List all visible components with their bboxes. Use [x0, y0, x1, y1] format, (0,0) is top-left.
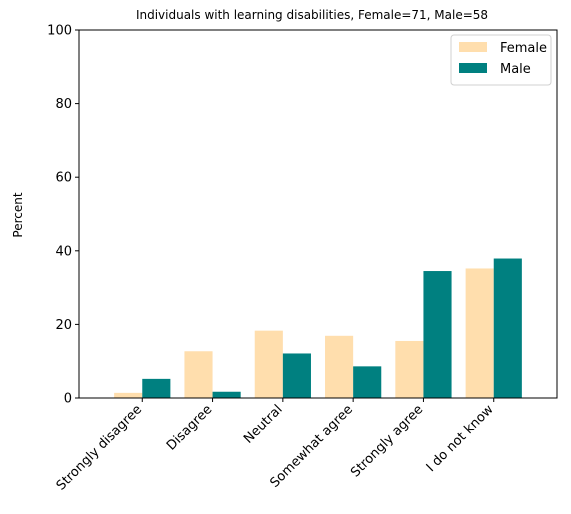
legend-swatch-male — [459, 63, 487, 73]
bar-male-3 — [353, 366, 382, 398]
bar-female-5 — [465, 268, 494, 398]
bar-female-2 — [254, 330, 283, 398]
bar-female-3 — [325, 335, 354, 398]
y-tick-label-5: 100 — [47, 24, 72, 39]
y-tick-label-3: 60 — [55, 171, 72, 186]
chart-title: Individuals with learning disabilities, … — [136, 8, 488, 22]
axes-group: 0 20 40 60 80 100 Strongly disagree Disagree Neu… — [47, 24, 558, 494]
legend-label-male: Male — [500, 62, 531, 77]
bar-male-0 — [142, 378, 171, 398]
x-tick-label-2: Neutral — [241, 402, 286, 447]
legend-swatch-female — [459, 42, 487, 52]
plot-frame — [78, 29, 558, 399]
y-tick-label-4: 80 — [55, 97, 72, 112]
bar-female-4 — [395, 340, 424, 398]
y-tick-label-0: 0 — [64, 392, 72, 407]
y-tick-label-1: 20 — [55, 318, 72, 333]
x-tick-label-5: I do not know — [424, 402, 497, 475]
legend: Female Male — [450, 34, 552, 86]
bar-female-0 — [114, 392, 143, 398]
bars-group — [114, 258, 522, 398]
y-axis-label: Percent — [11, 192, 25, 237]
bar-male-5 — [493, 258, 522, 398]
bar-male-1 — [212, 391, 241, 398]
x-tick-label-0: Strongly disagree — [54, 402, 145, 493]
bar-male-2 — [282, 353, 311, 398]
bar-male-4 — [423, 271, 452, 398]
y-tick-label-2: 40 — [55, 244, 72, 259]
bar-female-1 — [184, 351, 213, 398]
x-tick-label-1: Disagree — [164, 402, 215, 453]
legend-label-female: Female — [500, 41, 547, 56]
x-tick-label-4: Strongly agree — [348, 402, 426, 480]
